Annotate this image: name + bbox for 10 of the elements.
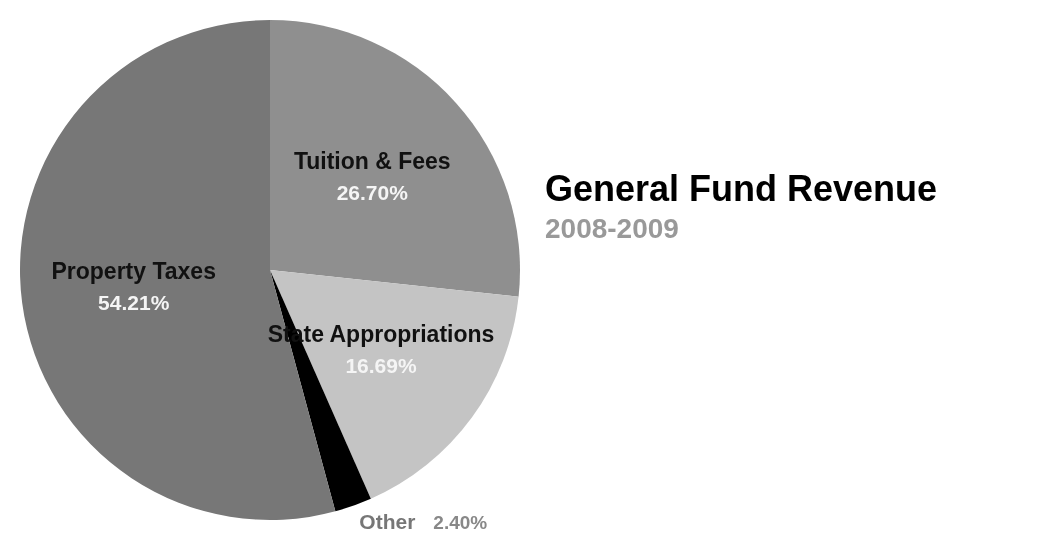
slice-label: Other bbox=[359, 509, 416, 533]
pie-slice bbox=[270, 20, 520, 297]
data-label: 26.70% bbox=[336, 181, 409, 205]
text: 2008-2009 bbox=[545, 213, 679, 244]
data-label: 2.40% bbox=[433, 511, 488, 533]
slice-label: Tuition & Fees bbox=[293, 148, 451, 175]
slice-label: Property Taxes bbox=[51, 258, 216, 285]
data-label: 54.21% bbox=[98, 291, 170, 315]
pie-slice bbox=[270, 270, 519, 499]
text: General Fund Revenue bbox=[545, 168, 938, 209]
